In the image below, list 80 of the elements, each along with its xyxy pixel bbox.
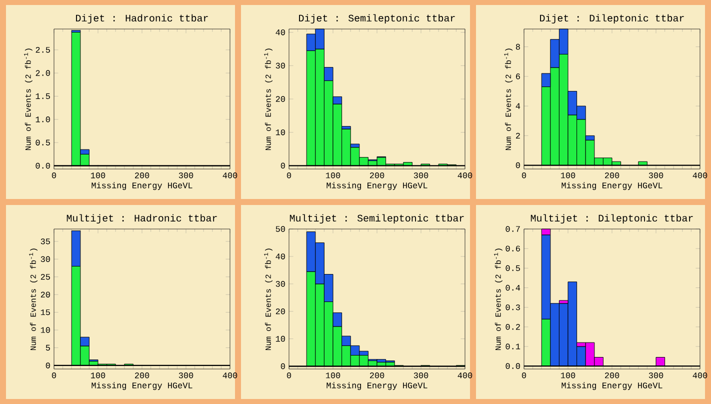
y-tick-label: 0.5 <box>36 140 50 146</box>
x-tick-label: 0 <box>522 372 526 378</box>
x-axis-title: Missing Energy HGeVL <box>92 182 192 190</box>
y-tick-label: 4 <box>516 103 520 109</box>
y-tick-label: 5 <box>46 344 50 351</box>
x-tick-label: 100 <box>560 172 576 178</box>
x-axis-title: Missing Energy HGeVL <box>562 182 662 190</box>
x-axis-title: Missing Energy HGeVL <box>562 382 662 390</box>
x-tick-label: 100 <box>326 372 340 378</box>
y-tick-label: 2.0 <box>36 70 50 76</box>
x-tick-label: 400 <box>458 372 472 378</box>
x-tick-label: 0 <box>286 372 292 378</box>
x-tick-label: 200 <box>370 172 384 178</box>
y-tick-label: 1.5 <box>36 93 50 100</box>
x-tick-label: 100 <box>560 372 576 378</box>
x-tick-label: 100 <box>90 172 106 178</box>
x-tick-label: 400 <box>692 172 708 178</box>
y-tick-label: 1.0 <box>36 116 50 122</box>
y-tick-label: 20 <box>276 96 285 102</box>
y-tick-label: 0.0 <box>506 363 520 369</box>
x-tick-label: 300 <box>178 372 194 378</box>
x-tick-label: 300 <box>414 372 428 378</box>
x-tick-label: 200 <box>604 372 620 378</box>
y-tick-label: 0.1 <box>506 344 520 350</box>
y-tick-label: 2.5 <box>36 46 50 53</box>
y-tick-label: 25 <box>40 274 50 280</box>
y-tick-label: 0.4 <box>506 284 520 291</box>
chart-title: Dijet : Hadronic ttbar <box>76 14 208 24</box>
x-tick-label: 400 <box>458 172 472 178</box>
chart-title: Multijet : Semileptonic ttbar <box>290 214 464 224</box>
x-tick-label: 200 <box>134 372 150 378</box>
y-tick-label: 0.5 <box>506 265 520 272</box>
x-tick-label: 400 <box>692 372 708 378</box>
y-tick-label: 40 <box>276 254 285 260</box>
x-axis-title: Missing Energy HGeVL <box>326 382 428 390</box>
y-tick-label: 10 <box>276 336 285 342</box>
y-tick-label: 0.6 <box>506 246 520 252</box>
x-tick-label: 300 <box>648 372 664 378</box>
y-tick-label: 30 <box>276 62 285 69</box>
chart-title: Dijet : Dileptonic ttbar <box>540 14 684 24</box>
x-tick-label: 200 <box>370 372 384 378</box>
y-tick-label: 0.0 <box>36 162 50 169</box>
y-tick-label: 0 <box>280 363 285 370</box>
y-tick-label: 0.2 <box>506 324 520 330</box>
y-tick-label: 40 <box>276 29 285 36</box>
x-tick-label: 0 <box>286 172 292 178</box>
y-tick-label: 10 <box>40 327 50 333</box>
x-tick-label: 400 <box>222 172 238 178</box>
x-tick-label: 100 <box>90 372 106 378</box>
y-tick-label: 0.3 <box>506 304 520 310</box>
y-tick-label: 50 <box>276 226 285 232</box>
y-tick-label: 30 <box>276 281 285 287</box>
y-tick-label: 2 <box>516 132 520 138</box>
chart-title: Dijet : Semileptonic ttbar <box>299 14 455 24</box>
y-tick-label: 30 <box>40 256 50 262</box>
x-tick-label: 200 <box>134 172 150 178</box>
x-tick-label: 400 <box>222 372 238 378</box>
x-tick-label: 200 <box>604 172 620 178</box>
y-tick-label: 0 <box>516 162 520 168</box>
x-axis-title: Missing Energy HGeVL <box>92 382 192 390</box>
y-tick-label: 15 <box>40 309 50 316</box>
y-tick-label: 20 <box>40 292 50 298</box>
x-tick-label: 0 <box>522 172 526 178</box>
x-axis-title: Missing Energy HGeVL <box>326 182 428 190</box>
y-tick-label: 35 <box>40 238 50 244</box>
x-tick-label: 100 <box>326 172 340 178</box>
y-tick-label: 0 <box>280 162 285 169</box>
x-tick-label: 0 <box>52 372 56 378</box>
y-tick-label: 20 <box>276 308 285 314</box>
chart-title: Multijet : Hadronic ttbar <box>66 214 217 224</box>
y-tick-label: 10 <box>276 129 285 136</box>
chart-title: Multijet : Dileptonic ttbar <box>530 214 693 224</box>
y-tick-label: 0 <box>46 362 50 368</box>
x-tick-label: 0 <box>52 172 56 178</box>
x-tick-label: 300 <box>648 172 664 178</box>
x-tick-label: 300 <box>414 172 428 178</box>
x-tick-label: 300 <box>178 172 194 178</box>
y-tick-label: 8 <box>516 44 520 50</box>
y-tick-label: 0.7 <box>506 226 520 232</box>
y-tick-label: 6 <box>516 74 520 80</box>
